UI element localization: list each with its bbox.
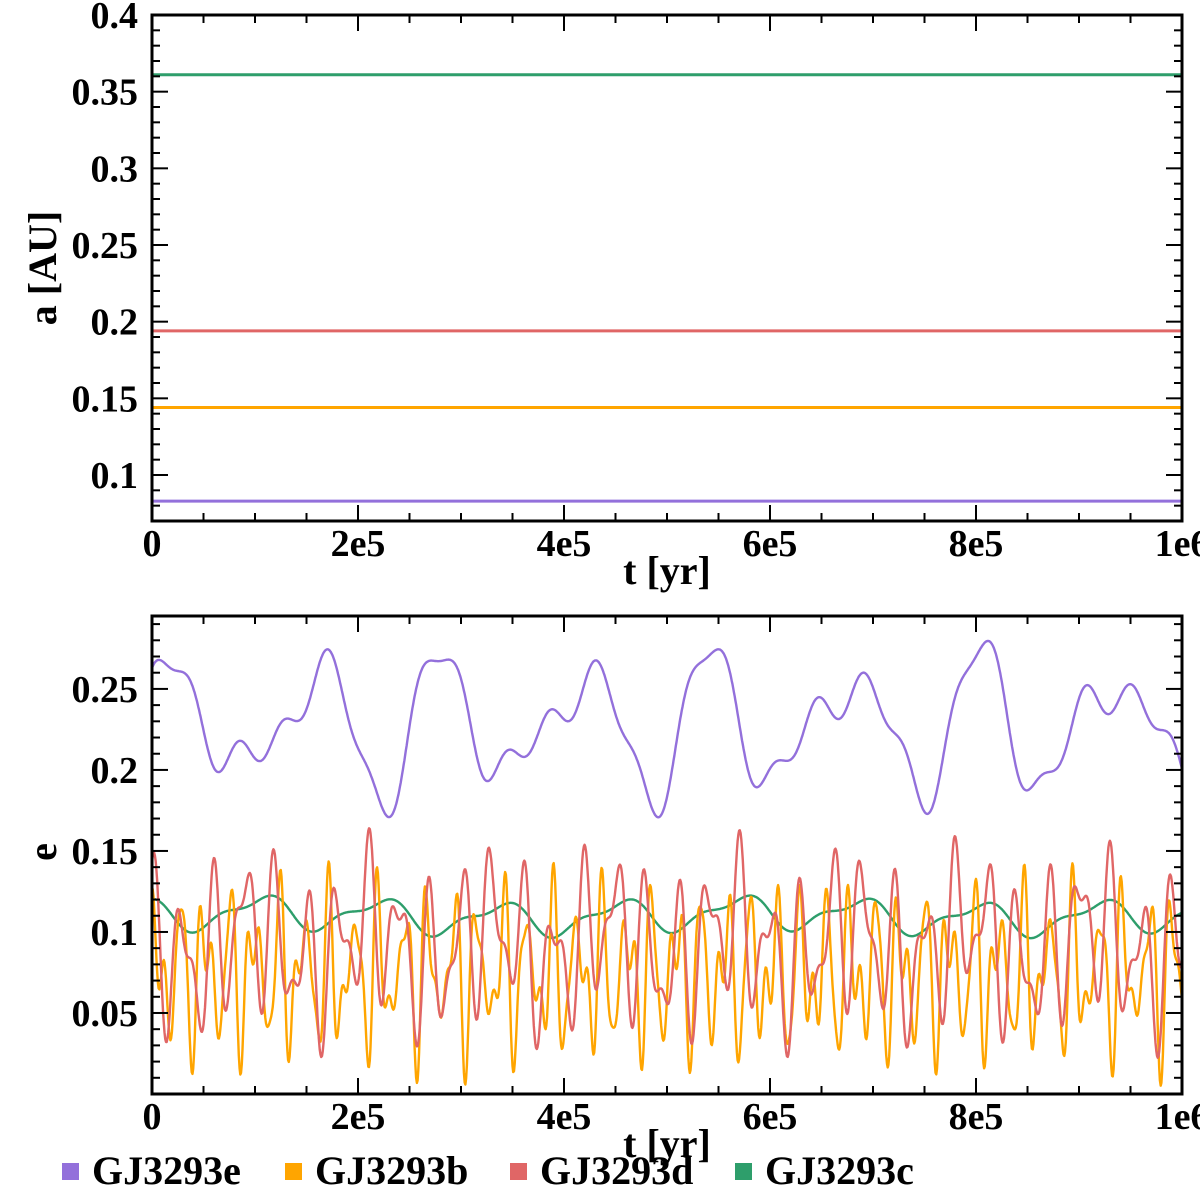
a-ytick-label: 0.2 xyxy=(91,302,139,344)
a-xlabel: t [yr] xyxy=(623,548,711,593)
e-ytick-label: 0.15 xyxy=(72,831,139,873)
a-xtick-label: 8e5 xyxy=(949,523,1004,565)
legend-label-gj3293c: GJ3293c xyxy=(765,1148,914,1193)
a-ylabel: a [AU] xyxy=(20,211,65,325)
e-plot-frame xyxy=(150,614,1184,1096)
a-xtick-label: 0 xyxy=(143,523,162,565)
e-series-line-gj3293b xyxy=(150,860,1184,1087)
e-ytick-label: 0.05 xyxy=(72,993,139,1035)
e-ytick-label: 0.1 xyxy=(91,912,139,954)
a-ytick-label: 0.1 xyxy=(91,455,139,497)
e-xtick-label: 1e6 xyxy=(1155,1096,1200,1138)
legend-label-gj3293d: GJ3293d xyxy=(540,1148,693,1193)
a-series-lines xyxy=(152,73,1182,503)
a-xtick-label: 1e6 xyxy=(1155,523,1200,565)
a-ticks: 0 2e5 4e5 6e5 8e5 1e6 0.1 0.15 0.2 0.25 0.3 0.35 0.4 xyxy=(72,0,1200,565)
eccentricity-panel: 0 2e5 4e5 6e5 8e5 1e6 0.05 0.1 0.15 0.2 0.25 t [yr… xyxy=(20,614,1200,1166)
legend-label-gj3293e: GJ3293e xyxy=(92,1148,241,1193)
legend-swatch-gj3293b xyxy=(285,1163,302,1180)
e-ylabel: e xyxy=(20,843,65,861)
e-xtick-label: 6e5 xyxy=(743,1096,798,1138)
a-xtick-label: 6e5 xyxy=(743,523,798,565)
a-ytick-label: 0.3 xyxy=(91,148,139,190)
a-ytick-label: 0.25 xyxy=(72,225,139,267)
a-xtick-label: 4e5 xyxy=(537,523,592,565)
a-plot-frame xyxy=(150,13,1184,523)
e-xlabel: t [yr] xyxy=(623,1121,711,1166)
legend: GJ3293e GJ3293b GJ3293d GJ3293c xyxy=(62,1148,914,1193)
e-xtick-label: 2e5 xyxy=(331,1096,386,1138)
e-xtick-label: 4e5 xyxy=(537,1096,592,1138)
a-ytick-label: 0.15 xyxy=(72,378,139,420)
a-ytick-label: 0.4 xyxy=(91,0,139,37)
a-xtick-label: 2e5 xyxy=(331,523,386,565)
e-ytick-label: 0.2 xyxy=(91,750,139,792)
e-series-line-gj3293d xyxy=(150,827,1183,1059)
legend-swatch-gj3293d xyxy=(510,1163,527,1180)
e-series-line-gj3293e xyxy=(150,639,1184,819)
e-ytick-label: 0.25 xyxy=(72,669,139,711)
e-ticks: 0 2e5 4e5 6e5 8e5 1e6 0.05 0.1 0.15 0.2 0.25 xyxy=(72,616,1200,1138)
e-series-lines xyxy=(150,639,1184,1087)
legend-swatch-gj3293c xyxy=(735,1163,752,1180)
e-xtick-label: 0 xyxy=(143,1096,162,1138)
e-xtick-label: 8e5 xyxy=(949,1096,1004,1138)
a-ytick-label: 0.35 xyxy=(72,72,139,114)
legend-swatch-gj3293e xyxy=(62,1163,79,1180)
legend-label-gj3293b: GJ3293b xyxy=(315,1148,468,1193)
semi-major-axis-panel: 0 2e5 4e5 6e5 8e5 1e6 0.1 0.15 0.2 0.25 0.3 0.35 0.4… xyxy=(20,0,1200,593)
